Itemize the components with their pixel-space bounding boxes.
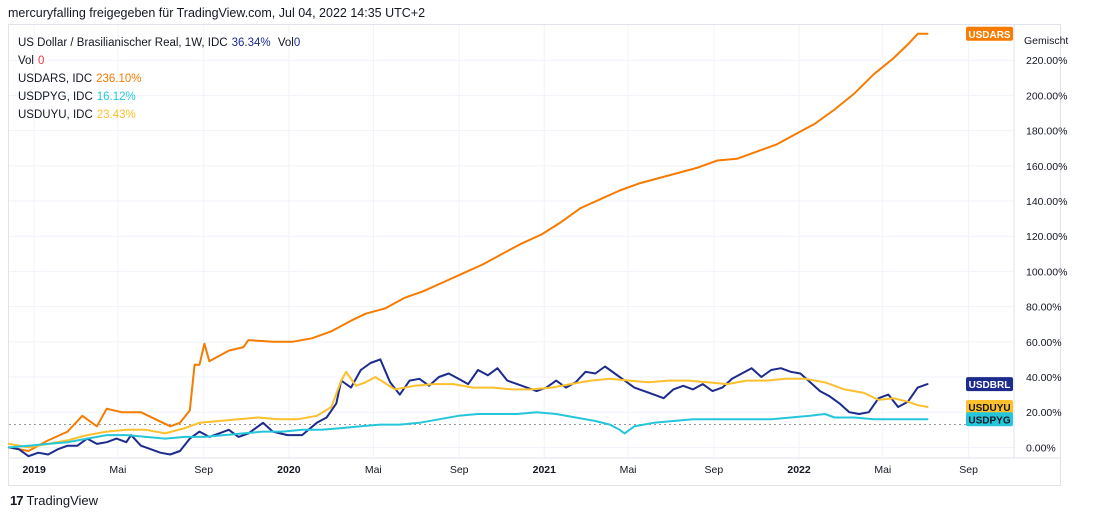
badge-bg-usdpyg [966,412,1013,427]
legend-usduyu-label: USDUYU, IDC [18,109,93,121]
x-tick-label: Mai [620,464,637,476]
x-tick-label: 2022 [787,464,811,476]
y-tick-label: 60.00% [1026,337,1062,349]
x-tick-label: 2020 [277,464,301,476]
badge-label-usduyu: USDUYU [968,403,1010,414]
legend-usduyu-value: 23.43% [96,109,136,121]
series-line-usduyu[interactable] [8,370,929,449]
legend: US Dollar / Brasilianischer Real, 1W, ID… [18,34,300,124]
y-tick-label: 140.00% [1026,196,1067,208]
legend-usdars-value: 236.10% [96,73,142,85]
legend-vol-value: 0 [38,55,45,67]
grid-layer [9,25,1014,458]
badge-label-usdbrl: USDBRL [969,380,1011,391]
legend-main-value: 36.34% [231,37,271,49]
legend-row-usdars[interactable]: USDARS, IDC 236.10% [18,70,300,88]
legend-row-vol[interactable]: Vol 0 [18,52,300,70]
y-tick-label: 120.00% [1026,231,1067,243]
x-tick-label: Mai [365,464,382,476]
legend-usdpyg-label: USDPYG, IDC [18,91,93,103]
badge-bg-usdars [966,26,1013,41]
legend-row-main[interactable]: US Dollar / Brasilianischer Real, 1W, ID… [18,34,300,52]
series-line-usdpyg[interactable] [8,411,929,449]
scale-label[interactable]: Gemischt [1024,35,1068,47]
y-tick-label: 20.00% [1026,407,1062,419]
x-tick-label: Sep [959,464,978,476]
x-tick-label: 2019 [22,464,46,476]
x-tick-label: Sep [450,464,469,476]
tradingview-logo-icon: 17 [10,493,24,508]
badge-label-usdars: USDARS [968,30,1011,41]
x-tick-label: Mai [874,464,891,476]
y-tick-label: 160.00% [1026,161,1067,173]
chart-header: mercuryfalling freigegeben für TradingVi… [8,6,426,20]
series-line-usdars[interactable] [8,32,929,452]
footer[interactable]: 17 TradingView [10,493,98,508]
y-tick-label: 200.00% [1026,90,1067,102]
x-tick-label: Mai [109,464,126,476]
legend-main-label: US Dollar / Brasilianischer Real, 1W, ID… [18,37,228,49]
legend-main-vol-label: Vol [277,37,294,49]
y-tick-label: 40.00% [1026,372,1062,384]
x-tick-label: 2021 [533,464,557,476]
y-tick-label: 180.00% [1026,126,1067,138]
series-line-usdbrl[interactable] [8,358,929,458]
x-tick-label: Sep [194,464,213,476]
badge-label-usdpyg: USDPYG [968,415,1010,426]
axis-layer: 0.00% 20.00% 40.00% 60.00% 80.00% 100.00% 120.… [9,25,1068,476]
legend-main-vol-value: 0 [293,37,301,49]
legend-row-usduyu[interactable]: USDUYU, IDC 23.43% [18,106,300,124]
legend-row-usdpyg[interactable]: USDPYG, IDC 16.12% [18,88,300,106]
y-tick-label: 80.00% [1026,302,1062,314]
chart-frame[interactable] [8,24,1061,486]
legend-vol-label: Vol [18,55,34,67]
badge-bg-usduyu [966,399,1013,414]
footer-brand: TradingView [26,493,99,508]
series-layer [8,32,929,458]
x-tick-label: Sep [705,464,724,476]
legend-usdars-label: USDARS, IDC [18,73,93,85]
badge-bg-usdbrl [966,377,1013,392]
legend-usdpyg-value: 16.12% [96,91,136,103]
y-tick-label: 100.00% [1026,266,1067,278]
y-tick-label: 0.00% [1026,442,1056,454]
y-tick-label: 220.00% [1026,55,1067,67]
